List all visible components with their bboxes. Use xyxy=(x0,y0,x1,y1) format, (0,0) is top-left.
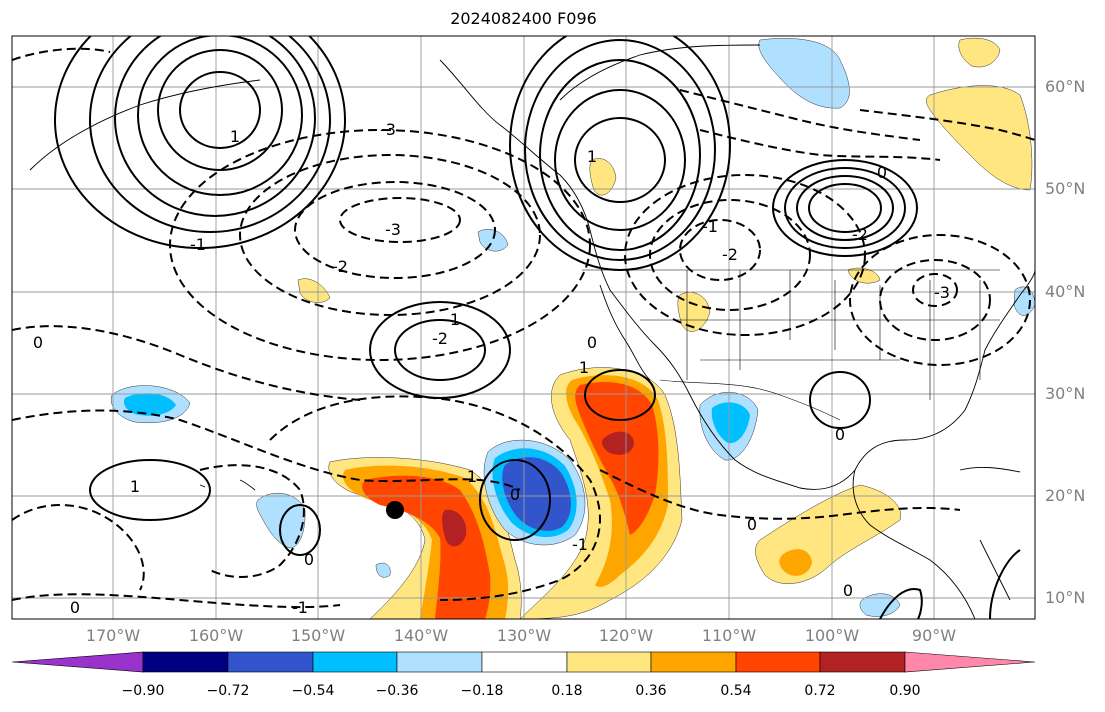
colorbar-tick-label: −0.90 xyxy=(121,683,165,699)
contour-label: -2 xyxy=(432,329,448,348)
lon-label: 140°W xyxy=(393,626,449,645)
lat-label: 30°N xyxy=(1045,384,1086,403)
colorbar-bin xyxy=(566,651,652,673)
contour-label: 1 xyxy=(579,358,589,377)
contour-label: -3 xyxy=(385,220,401,239)
borders xyxy=(582,269,1000,421)
colorbar-tick-label: 0.18 xyxy=(551,683,583,699)
contour-label: 1 xyxy=(450,310,460,329)
contour-label: 0 xyxy=(877,163,887,182)
contour-label: 1 xyxy=(130,477,140,496)
colorbar-bin xyxy=(481,651,568,673)
positive-anomaly-mexico-orange xyxy=(779,549,812,576)
contour-label: 0 xyxy=(843,581,853,600)
negative-contours xyxy=(12,47,1035,609)
colorbar-bin xyxy=(735,651,821,673)
lat-label: 60°N xyxy=(1045,77,1086,96)
lon-label: 170°W xyxy=(85,626,141,645)
map-title: 2024082400 F096 xyxy=(450,9,597,28)
positive-anomaly-small-1 xyxy=(297,278,331,303)
shaded-fields xyxy=(110,37,1035,619)
colorbar-tick-label: −0.54 xyxy=(291,683,335,699)
contour-label: -1 xyxy=(292,598,308,617)
colorbar-tick-label: 0.90 xyxy=(889,683,921,699)
contour-label: -2 xyxy=(332,257,348,276)
positive-anomaly-subtropics-dark xyxy=(442,509,467,547)
negative-anomaly-small-1 xyxy=(477,229,509,252)
colorbar-bin xyxy=(312,651,398,673)
lat-label: 10°N xyxy=(1045,588,1086,607)
contour-label: -1 xyxy=(702,217,718,236)
contour-label-group: -3 -3 -3 -2 -2 -2 -2 -1 -1 -1 -1 0 0 0 0… xyxy=(33,120,950,617)
contour-label: 0 xyxy=(587,333,597,352)
positive-anomaly-subtropics-red xyxy=(362,475,491,619)
lon-label: 120°W xyxy=(598,626,654,645)
colorbar-extend-left xyxy=(11,651,144,673)
positive-anomaly-canada-ne xyxy=(958,37,1001,68)
location-marker xyxy=(386,501,404,519)
contour-label: -1 xyxy=(190,235,206,254)
colorbar-tick-label: −0.72 xyxy=(206,683,250,699)
contour-label: 0 xyxy=(510,485,520,504)
colorbar-bin xyxy=(396,651,483,673)
colorbar xyxy=(11,651,1036,673)
lon-label: 130°W xyxy=(496,626,552,645)
positive-anomaly-baja-red xyxy=(575,382,659,535)
map-frame xyxy=(11,35,1036,620)
colorbar-extend-right xyxy=(904,651,1036,673)
coastlines xyxy=(29,44,1035,619)
colorbar-tick-label: 0.36 xyxy=(635,683,667,699)
lon-label: 160°W xyxy=(188,626,244,645)
negative-anomaly-small-2 xyxy=(859,593,901,617)
positive-anomaly-small-2 xyxy=(677,292,711,332)
negative-anomaly-west-core xyxy=(123,393,176,416)
contour-label: -2 xyxy=(722,245,738,264)
lon-label: 110°W xyxy=(701,626,757,645)
contour-label: -1 xyxy=(572,535,588,554)
lat-label: 20°N xyxy=(1045,486,1086,505)
colorbar-tick-label: 0.72 xyxy=(804,683,836,699)
positive-anomaly-small-4 xyxy=(589,158,617,196)
colorbar-tick-label: −0.18 xyxy=(460,683,504,699)
lon-label: 100°W xyxy=(804,626,860,645)
lon-label: 90°W xyxy=(911,626,957,645)
positive-anomaly-canada-east xyxy=(926,85,1033,191)
contour-label: 1 xyxy=(467,467,477,486)
contour-label: -3 xyxy=(934,283,950,302)
contour-label: -2 xyxy=(852,225,868,244)
contour-label: 0 xyxy=(304,550,314,569)
colorbar-bin xyxy=(650,651,737,673)
contour-label: 0 xyxy=(33,333,43,352)
colorbar-bin xyxy=(142,651,229,673)
lon-label: 150°W xyxy=(290,626,346,645)
negative-anomaly-central-pacific-core xyxy=(502,457,571,531)
negative-anomaly-north xyxy=(758,38,850,109)
negative-anomaly-gulf-california-core xyxy=(711,402,750,444)
contour-label: 1 xyxy=(587,147,597,166)
positive-contours xyxy=(54,36,1021,619)
contour-label: 0 xyxy=(835,425,845,444)
contour-label: 0 xyxy=(70,598,80,617)
contour-label: 0 xyxy=(747,515,757,534)
colorbar-tick-label: −0.36 xyxy=(375,683,419,699)
contour-label: 1 xyxy=(230,127,240,146)
negative-anomaly-small-4 xyxy=(375,562,391,578)
lat-label: 40°N xyxy=(1045,282,1086,301)
colorbar-bin xyxy=(227,651,314,673)
colorbar-tick-label: 0.54 xyxy=(720,683,752,699)
colorbar-bin xyxy=(819,651,906,673)
lat-label: 50°N xyxy=(1045,179,1086,198)
contour-label: -3 xyxy=(380,120,396,139)
